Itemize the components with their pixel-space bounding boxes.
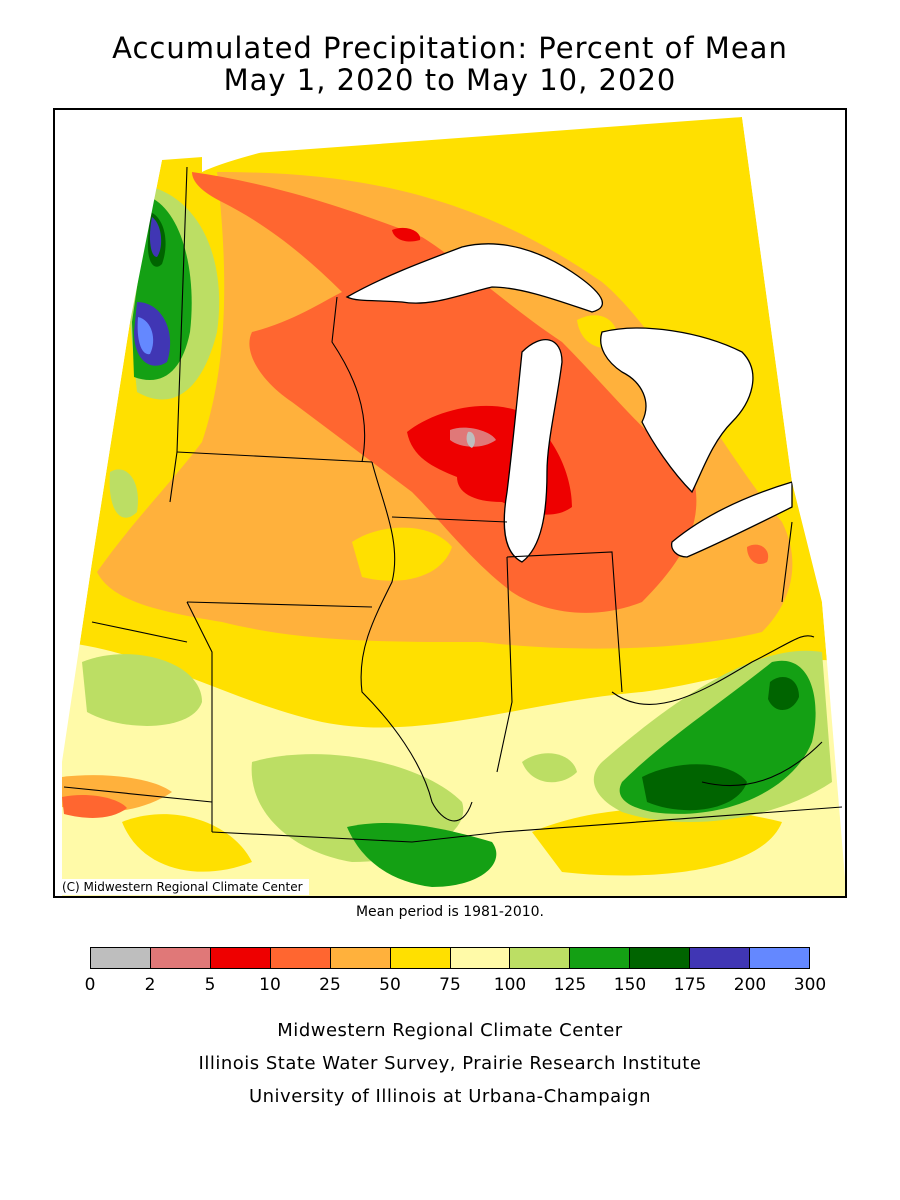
lake-superior xyxy=(345,243,604,313)
ohio-river xyxy=(611,635,815,705)
footer-university: University of Illinois at Urbana-Champai… xyxy=(248,1086,652,1107)
lake-erie xyxy=(671,481,793,558)
legend-swatch xyxy=(270,948,331,968)
map-panel: (C) Midwestern Regional Climate Center xyxy=(53,108,847,898)
border-mn-ia xyxy=(176,451,373,463)
border-south xyxy=(211,806,843,843)
legend-swatch xyxy=(91,948,151,968)
border-ok-ks xyxy=(63,786,213,803)
border-pa-oh xyxy=(781,521,793,603)
map-date-range: May 1, 2020 to May 10, 2020 xyxy=(223,63,677,97)
footer-survey: Illinois State Water Survey, Prairie Res… xyxy=(198,1053,702,1074)
zone-5-10 xyxy=(392,227,421,242)
footer-org: Midwestern Regional Climate Center xyxy=(277,1020,623,1041)
outside-domain xyxy=(55,110,202,896)
mississippi-river xyxy=(360,461,473,822)
zone-200-300 xyxy=(137,317,154,355)
legend-tick-label: 5 xyxy=(204,975,216,995)
great-lakes xyxy=(345,243,793,563)
map-title: Accumulated Precipitation: Percent of Me… xyxy=(112,31,788,65)
border-il-in xyxy=(496,556,513,773)
legend-swatch xyxy=(510,948,571,968)
border-wi-il xyxy=(391,516,508,523)
zone-50-75 xyxy=(352,527,452,581)
outside-domain xyxy=(742,110,845,896)
legend-tick-label: 100 xyxy=(493,975,527,995)
legend-tick-label: 175 xyxy=(673,975,707,995)
zone-100-125 xyxy=(82,654,202,726)
legend-tick-label: 150 xyxy=(613,975,647,995)
legend-swatch xyxy=(570,948,631,968)
precipitation-map xyxy=(55,110,845,896)
mean-period-note: Mean period is 1981-2010. xyxy=(355,904,545,920)
legend-swatch xyxy=(210,948,271,968)
border-ia-mo xyxy=(186,601,373,608)
legend-tick-label: 75 xyxy=(439,975,461,995)
zone-100-125 xyxy=(522,753,577,783)
legend-tick-label: 10 xyxy=(259,975,281,995)
lake-michigan xyxy=(503,339,563,563)
zone-10-25 xyxy=(747,544,769,565)
legend-swatch xyxy=(330,948,391,968)
border-ne-mo xyxy=(186,601,213,832)
zone-175-200 xyxy=(149,217,162,257)
border-wi-mn xyxy=(331,296,366,463)
legend-tick-label: 0 xyxy=(84,975,96,995)
border-ks-ne xyxy=(91,621,188,643)
zone-10-25 xyxy=(62,795,127,818)
zone-50-75 xyxy=(122,814,252,872)
legend-tick-label: 300 xyxy=(793,975,827,995)
color-legend xyxy=(90,947,810,969)
legend-tick-label: 200 xyxy=(733,975,767,995)
legend-swatch xyxy=(690,948,751,968)
zone-100-125 xyxy=(109,469,138,518)
zone-150-175 xyxy=(642,764,747,811)
legend-swatch xyxy=(390,948,451,968)
legend-tick-label: 50 xyxy=(379,975,401,995)
map-credit: (C) Midwestern Regional Climate Center xyxy=(56,879,309,895)
legend-swatch xyxy=(750,948,810,968)
legend-tick-label: 2 xyxy=(144,975,156,995)
legend-tick-label: 125 xyxy=(553,975,587,995)
legend-swatch xyxy=(630,948,691,968)
lake-huron xyxy=(600,327,754,494)
zone-125-150 xyxy=(347,822,497,887)
legend-tick-label: 25 xyxy=(319,975,341,995)
state-boundaries xyxy=(63,166,843,843)
legend-swatch xyxy=(450,948,511,968)
zone-0-2 xyxy=(466,431,475,448)
legend-swatch xyxy=(150,948,211,968)
border-oh-in xyxy=(506,551,623,693)
border-wv-va xyxy=(701,741,823,787)
zone-150-175 xyxy=(768,677,799,711)
